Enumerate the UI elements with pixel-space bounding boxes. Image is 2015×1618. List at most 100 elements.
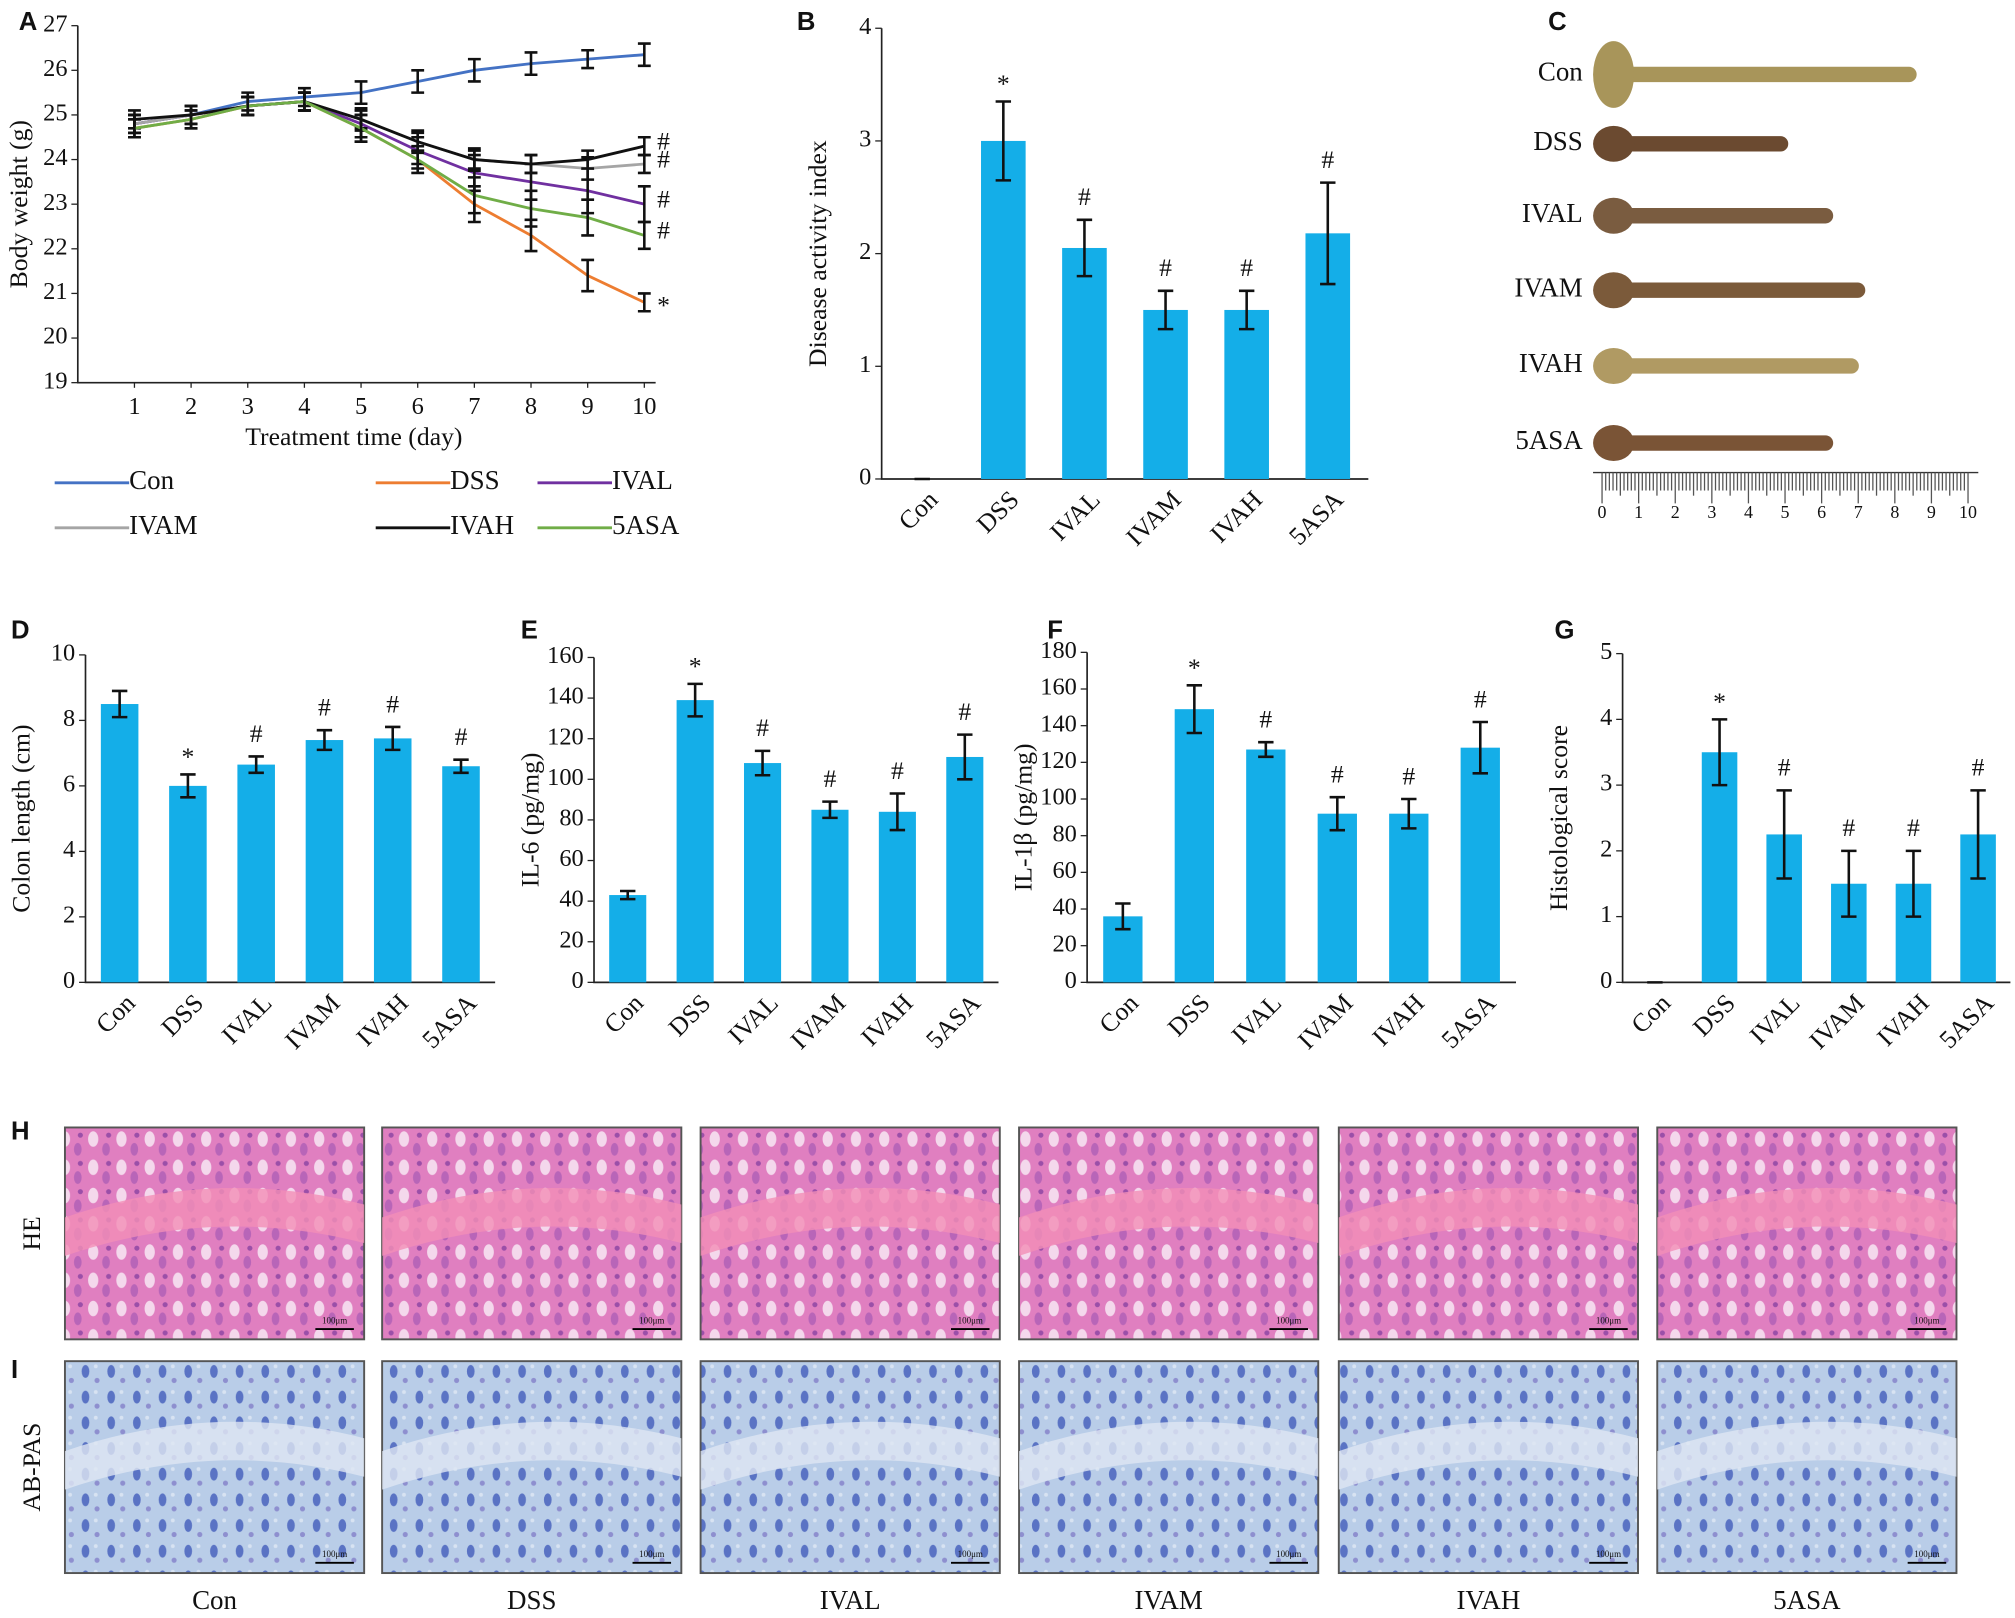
column-label: IVAH [1456,1585,1520,1615]
y-tick-label: 0 [572,967,584,994]
y-tick-label: 2 [63,901,75,928]
y-tick-label: 4 [1600,704,1612,731]
x-tick-label: 2 [185,393,197,420]
y-tick-label: 8 [63,705,75,732]
y-axis-label: Histological score [1544,725,1573,911]
error-bar [1076,218,1093,278]
error-bar [467,149,481,170]
bar [442,766,480,983]
bar [609,895,647,983]
y-tick-label: 19 [43,367,67,394]
error-bar [111,689,128,719]
column-label: IVAM [1134,1585,1202,1615]
significance: # [1240,253,1253,282]
error-bar [467,57,481,83]
bar [1246,749,1286,983]
tissue-band [382,1188,682,1256]
significance: # [250,719,263,748]
error-bar [1401,797,1417,830]
x-tick-label: 5ASA [1933,988,1999,1054]
y-tick-label: 100 [1040,784,1077,811]
x-tick-label: 7 [468,393,480,420]
error-bar [1115,902,1131,931]
column-label: IVAL [820,1585,881,1615]
bar [237,764,275,983]
error-bar [1186,684,1203,735]
y-axis-label: Colon length (cm) [7,725,36,913]
significance: # [455,722,468,751]
series-line [134,100,645,206]
bar [1317,813,1357,983]
scale-label: 100μm [322,1549,347,1559]
y-tick-label: 60 [559,845,583,872]
y-tick-label: 1 [859,351,871,378]
y-tick-label: 100 [547,764,584,791]
y-tick-label: 60 [1052,857,1076,884]
x-tick-label: 4 [298,393,310,420]
scale-label: 100μm [958,1549,983,1559]
y-tick-label: 0 [63,967,75,994]
bar [744,763,782,983]
x-tick-label: 1 [128,393,140,420]
error-bar [354,80,368,106]
legend-label: IVAM [129,510,197,540]
y-tick-label: 40 [559,886,583,913]
error-bar [248,755,264,775]
series-line [134,53,645,126]
colon-end [1593,197,1635,234]
y-tick-label: 4 [859,13,871,40]
error-bar [1157,289,1174,331]
significance: # [1474,684,1487,713]
significance: # [1778,753,1791,782]
scale-label: 100μm [1914,1549,1939,1559]
colon [1595,358,1859,374]
error-bar [1320,181,1336,286]
x-tick-label: IVAM [785,988,852,1055]
column-label: Con [192,1585,237,1615]
error-bar [354,113,368,143]
colon [1595,136,1789,152]
scale-label: 100μm [958,1315,983,1325]
significance: * [997,69,1010,98]
x-tick-label: IVAL [1744,988,1806,1050]
photo-label: IVAL [1522,198,1583,228]
error-bar [637,135,651,157]
end-annotation: # [657,126,670,155]
error-bar [581,149,595,170]
tissue-band [1338,1188,1639,1256]
x-tick-label: IVAL [1226,988,1288,1050]
axis [84,654,496,984]
bar [169,785,207,983]
significance: # [386,689,399,718]
y-tick-label: 3 [1600,770,1612,797]
bar [1224,309,1269,479]
ruler-label: 9 [1927,502,1936,522]
bar [946,756,984,983]
x-tick-label: IVAH [350,988,414,1052]
bar [1174,709,1214,983]
x-tick-label: IVAL [216,988,278,1050]
scale-label: 100μm [639,1315,664,1325]
error-bar [1776,789,1792,880]
error-bar [411,69,425,94]
ruler-label: 4 [1744,502,1753,522]
photo-label: IVAM [1514,272,1582,302]
x-axis-label: Treatment time (day) [245,422,462,451]
scale-label: 100μm [1914,1315,1939,1325]
error-bar [1970,789,1986,880]
error-bar [581,258,595,293]
ruler-label: 2 [1671,502,1680,522]
x-tick-label: 5ASA [1436,988,1502,1054]
x-tick-label: DSS [1687,988,1741,1042]
error-bar [1711,718,1728,787]
y-tick-label: 160 [547,642,584,669]
bar [811,809,849,983]
scale-label: 100μm [322,1315,347,1325]
significance: # [1078,182,1091,211]
axis [1621,653,2011,984]
panel-label: D [11,617,30,645]
y-tick-label: 25 [43,100,67,127]
error-bar [524,189,538,228]
y-tick-label: 80 [559,805,583,832]
error-bar [889,792,906,832]
